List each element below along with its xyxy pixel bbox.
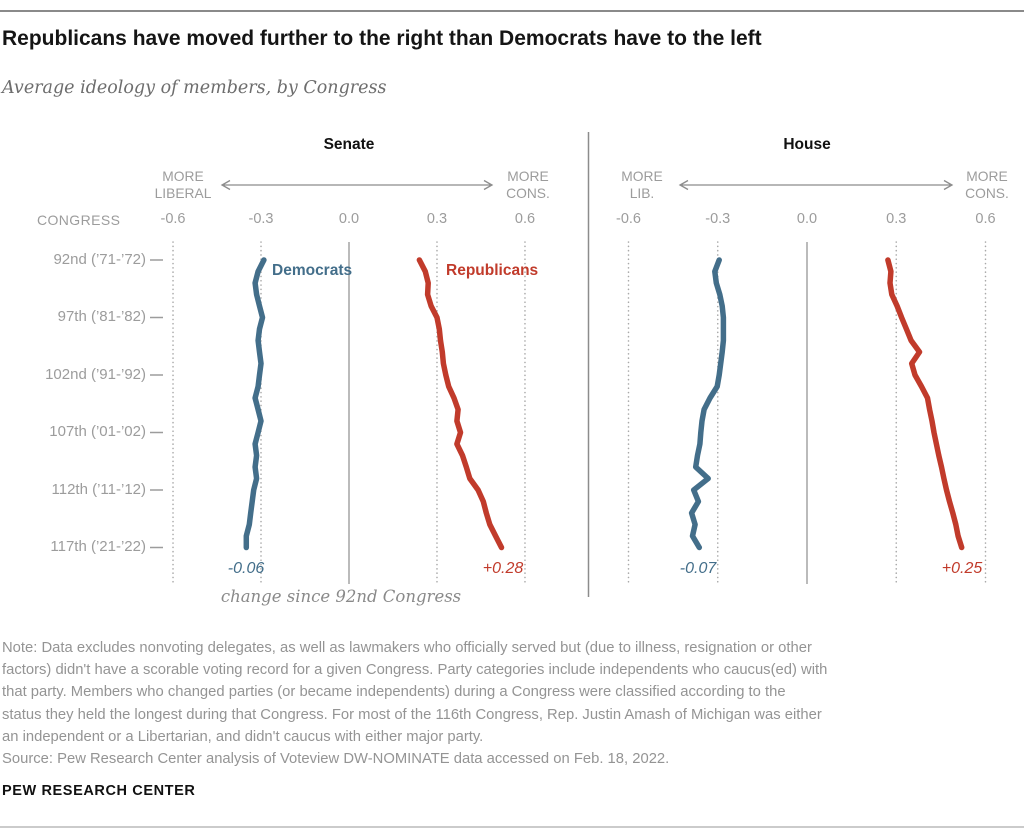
senate-dem-change-value: -0.06 xyxy=(227,560,265,577)
chart-subtitle: Average ideology of members, by Congress xyxy=(2,78,387,98)
senate-tick-label: 0.0 xyxy=(338,211,360,227)
senate-democrats-line xyxy=(243,257,267,551)
congress-row-label: 92nd (’71-’72) xyxy=(53,250,146,268)
note-line: an independent or a Libertarian, and did… xyxy=(2,728,484,745)
senate-republicans-line xyxy=(416,257,505,551)
senate-tick-label: -0.3 xyxy=(248,211,274,227)
top-divider-rule xyxy=(0,10,1024,12)
legend-republicans: Republicans xyxy=(446,262,539,279)
senate-more-conservative-label: MORE CONS. xyxy=(506,169,550,201)
congress-row-label: 107th (’01-’02) xyxy=(49,423,146,440)
legend-democrats: Democrats xyxy=(272,262,353,279)
source-line: Source: Pew Research Center analysis of … xyxy=(2,751,670,768)
change-since-caption: change since 92nd Congress xyxy=(220,587,462,606)
congress-row-label: 97th (’81-’82) xyxy=(57,308,146,325)
house-axis-arrow xyxy=(678,179,954,191)
brand-footer: PEW RESEARCH CENTER xyxy=(2,783,196,799)
house-dem-change-value: -0.07 xyxy=(679,560,717,577)
house-tick-label: -0.3 xyxy=(705,211,731,227)
panel-title-senate: Senate xyxy=(323,136,375,153)
house-tick-label: 0.0 xyxy=(796,211,818,227)
congress-row-label: 102nd (’91-’92) xyxy=(45,365,146,383)
senate-rep-change-value: +0.28 xyxy=(482,560,524,577)
house-democrats-line xyxy=(688,257,727,551)
bottom-divider-rule xyxy=(0,826,1024,828)
page-title: Republicans have moved further to the ri… xyxy=(2,27,762,50)
note-line: factors) didn't have a scorable voting r… xyxy=(2,662,828,679)
senate-axis-arrow xyxy=(220,179,494,191)
congress-row-label: 117th (’21-’22) xyxy=(50,538,146,555)
house-more-conservative-label: MORE CONS. xyxy=(965,169,1009,201)
congress-axis-header: CONGRESS xyxy=(37,212,121,228)
senate-tick-label: -0.6 xyxy=(160,211,186,227)
senate-tick-label: 0.6 xyxy=(514,211,536,227)
panel-title-house: House xyxy=(783,136,831,153)
house-tick-label: 0.3 xyxy=(886,211,907,227)
house-tick-label: -0.6 xyxy=(616,211,641,227)
house-more-liberal-label: MORE LIB. xyxy=(621,169,663,201)
house-tick-label: 0.6 xyxy=(975,211,996,227)
congress-row-label: 112th (’11-’12) xyxy=(51,480,147,498)
house-republicans-line xyxy=(885,257,965,551)
note-line: status they held the longest during that… xyxy=(2,706,822,723)
note-line: Note: Data excludes nonvoting delegates,… xyxy=(2,640,812,656)
senate-more-liberal-label: MORE LIBERAL xyxy=(154,169,212,201)
note-text: Note: Data excludes nonvoting delegates,… xyxy=(2,637,1016,770)
house-rep-change-value: +0.25 xyxy=(941,560,983,577)
note-line: that party. Members who changed parties … xyxy=(2,684,786,701)
senate-tick-label: 0.3 xyxy=(426,211,448,227)
